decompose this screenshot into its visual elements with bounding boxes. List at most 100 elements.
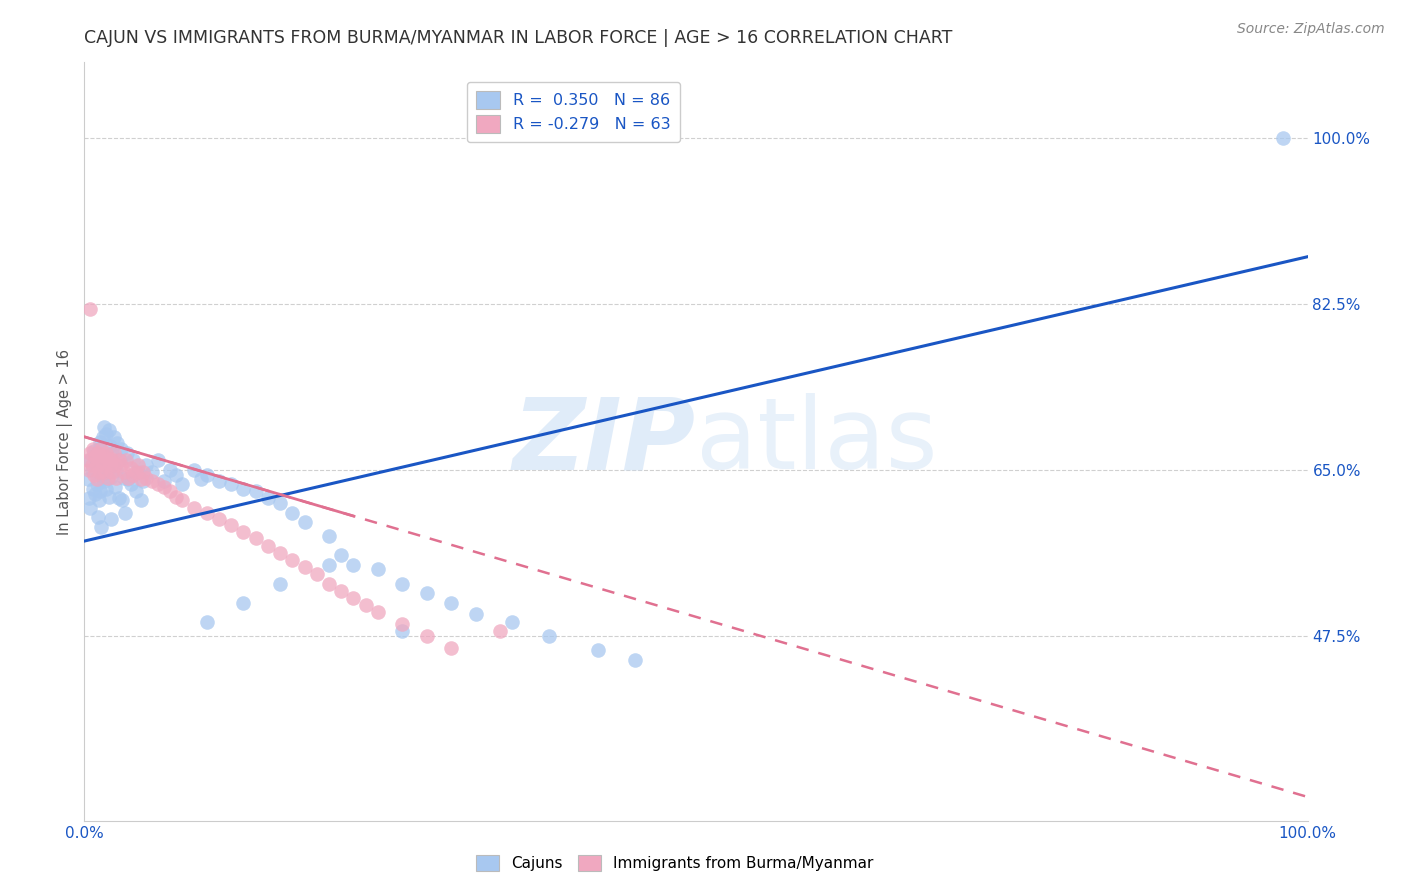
Point bbox=[120, 477, 142, 491]
Point bbox=[89, 434, 111, 449]
Point bbox=[90, 520, 112, 534]
Point bbox=[132, 475, 155, 489]
Point bbox=[195, 506, 218, 520]
Point bbox=[87, 458, 110, 473]
Point bbox=[245, 483, 267, 498]
Point bbox=[117, 473, 139, 487]
Point bbox=[97, 470, 120, 484]
Point bbox=[269, 546, 291, 560]
Point bbox=[135, 470, 157, 484]
Text: atlas: atlas bbox=[696, 393, 938, 490]
Point bbox=[141, 465, 163, 479]
Point bbox=[159, 463, 181, 477]
Point bbox=[586, 643, 609, 657]
Point bbox=[84, 449, 107, 463]
Point bbox=[305, 567, 328, 582]
Point bbox=[83, 467, 105, 482]
Point bbox=[1272, 131, 1295, 145]
Point bbox=[122, 467, 145, 482]
Point bbox=[107, 453, 129, 467]
Legend: R =  0.350   N = 86, R = -0.279   N = 63: R = 0.350 N = 86, R = -0.279 N = 63 bbox=[467, 82, 681, 142]
Point bbox=[77, 463, 100, 477]
Point bbox=[153, 475, 176, 489]
Point bbox=[112, 470, 135, 484]
Point bbox=[86, 449, 108, 463]
Point bbox=[97, 453, 120, 467]
Point bbox=[294, 515, 316, 529]
Point bbox=[354, 598, 377, 612]
Point bbox=[153, 480, 176, 494]
Point bbox=[93, 420, 115, 434]
Point bbox=[100, 469, 122, 483]
Point bbox=[208, 475, 231, 489]
Point bbox=[86, 473, 108, 487]
Point bbox=[416, 629, 439, 643]
Point bbox=[141, 475, 163, 489]
Point bbox=[219, 477, 242, 491]
Point bbox=[93, 449, 115, 463]
Point bbox=[80, 463, 103, 477]
Point bbox=[104, 480, 127, 494]
Point bbox=[117, 470, 139, 484]
Point bbox=[98, 439, 121, 453]
Point bbox=[122, 453, 145, 467]
Point bbox=[183, 500, 205, 515]
Point bbox=[367, 605, 389, 619]
Point bbox=[111, 493, 134, 508]
Point bbox=[104, 458, 127, 473]
Point bbox=[208, 512, 231, 526]
Point bbox=[120, 461, 142, 475]
Point bbox=[318, 558, 340, 572]
Point bbox=[103, 430, 125, 444]
Point bbox=[87, 446, 110, 460]
Point bbox=[269, 576, 291, 591]
Point bbox=[129, 493, 152, 508]
Point bbox=[232, 596, 254, 610]
Point bbox=[100, 451, 122, 466]
Point bbox=[101, 465, 124, 479]
Point bbox=[97, 423, 120, 437]
Point bbox=[183, 463, 205, 477]
Point bbox=[82, 482, 104, 496]
Point bbox=[318, 529, 340, 543]
Point bbox=[96, 482, 118, 496]
Point bbox=[127, 465, 149, 479]
Point bbox=[129, 473, 152, 487]
Point bbox=[107, 491, 129, 506]
Point bbox=[330, 584, 353, 599]
Point bbox=[77, 473, 100, 487]
Point bbox=[391, 616, 413, 631]
Point bbox=[232, 482, 254, 496]
Point bbox=[114, 506, 136, 520]
Point bbox=[489, 624, 512, 639]
Point bbox=[391, 624, 413, 639]
Point bbox=[165, 490, 187, 504]
Point bbox=[97, 490, 120, 504]
Point bbox=[86, 477, 108, 491]
Point bbox=[318, 576, 340, 591]
Point bbox=[502, 615, 524, 629]
Point bbox=[269, 496, 291, 510]
Point bbox=[110, 442, 132, 457]
Point bbox=[125, 465, 148, 479]
Point bbox=[96, 446, 118, 460]
Point bbox=[190, 473, 212, 487]
Point bbox=[91, 430, 114, 444]
Point bbox=[281, 506, 304, 520]
Point bbox=[86, 458, 108, 473]
Point bbox=[294, 559, 316, 574]
Point bbox=[105, 436, 128, 450]
Point bbox=[79, 500, 101, 515]
Point bbox=[89, 483, 111, 498]
Point bbox=[108, 453, 131, 467]
Point bbox=[98, 458, 121, 473]
Point bbox=[105, 463, 128, 477]
Text: Source: ZipAtlas.com: Source: ZipAtlas.com bbox=[1237, 22, 1385, 37]
Point bbox=[195, 615, 218, 629]
Point bbox=[103, 446, 125, 460]
Point bbox=[93, 475, 115, 489]
Point bbox=[132, 465, 155, 479]
Point bbox=[94, 465, 117, 479]
Point bbox=[87, 453, 110, 467]
Point bbox=[127, 458, 149, 473]
